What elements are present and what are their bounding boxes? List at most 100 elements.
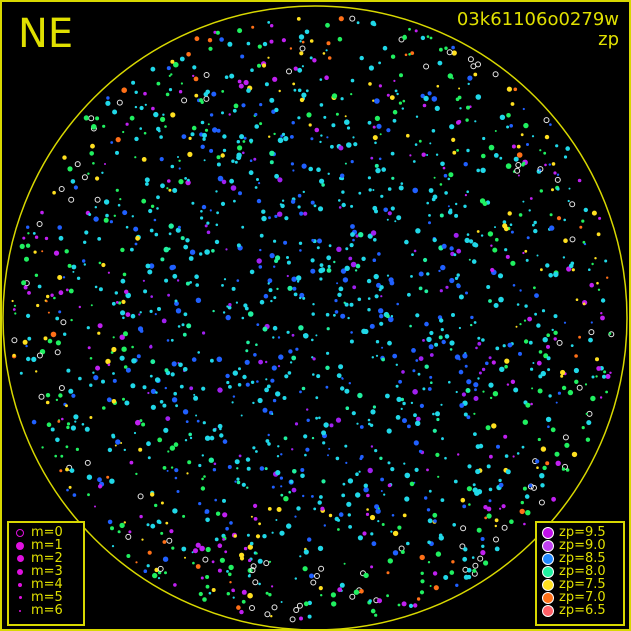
star-marker: [254, 124, 259, 129]
star-marker: [369, 323, 375, 329]
star-marker: [416, 597, 421, 601]
star-marker: [291, 355, 297, 361]
star-marker: [211, 91, 217, 97]
star-marker: [314, 573, 320, 579]
star-marker: [299, 97, 305, 103]
star-marker: [121, 299, 126, 304]
star-marker: [440, 403, 443, 406]
star-marker: [174, 468, 179, 473]
star-marker: [119, 522, 125, 529]
star-marker: [139, 105, 144, 111]
zeropoint-label: zp=9.0: [559, 538, 606, 553]
star-marker: [523, 319, 527, 322]
star-marker: [209, 148, 214, 153]
star-marker: [89, 416, 93, 419]
star-marker: [101, 379, 105, 384]
star-marker: [184, 556, 186, 559]
star-marker: [489, 396, 493, 400]
star-marker: [537, 388, 543, 394]
star-marker: [149, 344, 153, 347]
star-marker: [131, 215, 134, 218]
star-marker: [472, 483, 476, 487]
star-marker: [93, 216, 99, 222]
star-marker: [455, 583, 459, 587]
star-marker: [403, 34, 407, 39]
star-marker: [115, 301, 119, 304]
star-marker: [275, 519, 278, 521]
star-marker: [271, 413, 274, 415]
star-marker: [11, 337, 18, 344]
star-marker: [107, 447, 113, 453]
star-marker: [154, 232, 159, 237]
star-marker: [286, 523, 292, 529]
star-marker: [383, 207, 389, 213]
star-marker: [506, 113, 511, 118]
star-marker: [372, 405, 376, 409]
star-marker: [317, 206, 324, 212]
star-marker: [265, 591, 269, 595]
star-marker: [363, 483, 368, 488]
star-marker: [53, 296, 56, 300]
star-marker: [122, 272, 127, 277]
star-marker: [357, 392, 363, 399]
star-marker: [270, 615, 273, 618]
zeropoint-legend-row: zp=9.0: [537, 539, 623, 552]
star-marker: [248, 558, 252, 563]
star-marker: [480, 537, 485, 541]
magnitude-symbol-icon: [9, 568, 31, 575]
star-marker: [574, 354, 578, 358]
star-marker: [171, 361, 177, 367]
star-marker: [609, 371, 612, 374]
star-marker: [368, 82, 372, 86]
star-marker: [174, 299, 178, 303]
star-marker: [72, 493, 77, 497]
star-marker: [336, 246, 342, 252]
star-marker: [429, 375, 433, 379]
star-marker: [267, 282, 270, 285]
star-marker: [111, 301, 116, 306]
star-marker: [200, 216, 204, 220]
star-marker: [450, 251, 455, 257]
star-marker: [149, 374, 153, 378]
star-marker: [306, 112, 312, 118]
star-marker: [401, 601, 407, 607]
star-marker: [299, 51, 304, 56]
star-marker: [118, 301, 122, 305]
star-marker: [283, 136, 289, 142]
star-marker: [310, 258, 315, 263]
star-marker: [420, 35, 426, 41]
star-marker: [449, 246, 454, 251]
star-marker: [184, 177, 188, 180]
star-marker: [66, 368, 71, 373]
star-marker: [255, 534, 261, 539]
star-marker: [106, 96, 110, 100]
star-marker: [269, 160, 274, 165]
star-marker: [439, 213, 444, 218]
star-marker: [87, 346, 91, 350]
star-marker: [150, 492, 155, 497]
star-marker: [417, 372, 421, 376]
star-marker: [65, 445, 69, 449]
star-marker: [563, 218, 566, 222]
star-marker: [153, 218, 157, 222]
star-marker: [253, 503, 258, 508]
star-marker: [186, 52, 191, 57]
star-marker: [530, 402, 533, 406]
star-marker: [98, 261, 102, 265]
star-marker: [214, 498, 217, 502]
star-marker: [456, 120, 461, 125]
star-marker: [57, 420, 61, 423]
star-marker: [584, 383, 588, 386]
star-marker: [147, 550, 152, 555]
star-marker: [490, 267, 495, 273]
star-marker: [296, 602, 303, 609]
star-marker: [381, 346, 384, 349]
star-marker: [277, 177, 283, 183]
star-marker: [441, 437, 444, 441]
star-marker: [387, 187, 392, 191]
star-marker: [495, 346, 500, 351]
star-marker: [473, 432, 477, 436]
star-marker: [198, 591, 203, 597]
star-marker: [517, 174, 520, 177]
star-marker: [484, 516, 488, 520]
